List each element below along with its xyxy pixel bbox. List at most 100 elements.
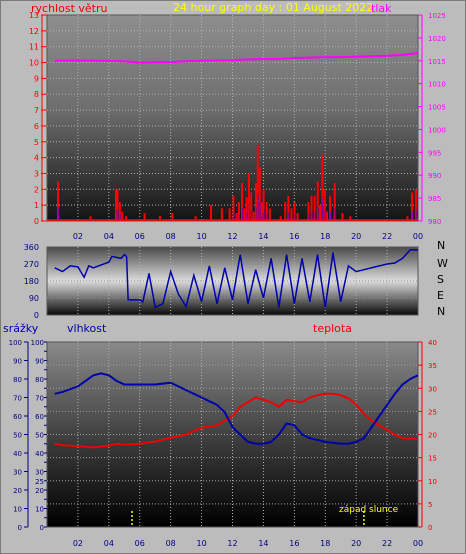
wind-y-tick-4: 4	[34, 154, 39, 163]
x-tick-label-18: 18	[320, 539, 330, 548]
wind-speed-bar	[321, 154, 324, 221]
rain-y-tick-100: 100	[9, 339, 22, 347]
humidity-label: vlhkost	[67, 322, 107, 335]
wind-speed-bar	[341, 213, 344, 221]
direction-y-tick-360: 360	[24, 243, 39, 252]
wind-speed-bar	[293, 201, 296, 221]
temperature-y-tick-0: 0	[428, 524, 432, 532]
humidity-y-tick-60: 60	[35, 413, 44, 421]
wind-gust-bar	[329, 212, 331, 221]
wind-speed-bar	[240, 182, 243, 221]
wind-gust-bar	[257, 194, 259, 221]
compass-east: E	[437, 289, 444, 302]
wind-y-tick-9: 9	[34, 74, 39, 83]
x-tick-label-04: 04	[104, 539, 114, 548]
x-tick-label-08: 08	[166, 232, 176, 241]
humidity-y-tick-10: 10	[35, 506, 44, 514]
wind-speed-bar	[143, 213, 146, 221]
wind-speed-bar	[210, 205, 213, 221]
wind-speed-bar	[268, 208, 271, 221]
wind-y-tick-1: 1	[34, 201, 39, 210]
wind-speed-bar	[232, 195, 235, 221]
direction-y-tick-270: 270	[24, 260, 39, 269]
direction-y-tick-0: 0	[34, 311, 39, 320]
wind-gust-bar	[119, 214, 121, 221]
wind-y-tick-13: 13	[29, 11, 39, 20]
x-tick-label-20: 20	[351, 232, 361, 241]
wind-y-tick-8: 8	[34, 90, 39, 99]
pressure-y-tick-1025: 1025	[428, 12, 446, 20]
wind-gust-bar	[311, 212, 313, 221]
x-tick-label-06: 06	[135, 232, 145, 241]
graph-title: 24 hour graph day : 01 August 2022	[173, 1, 374, 14]
x-tick-label-12: 12	[227, 539, 237, 548]
wind-gust-bar	[117, 209, 119, 221]
wind-y-tick-12: 12	[29, 27, 39, 36]
x-tick-label-18: 18	[320, 232, 330, 241]
wind-speed-bar	[159, 216, 162, 221]
wind-speed-bar	[296, 213, 299, 221]
wind-speed-bar	[57, 181, 60, 221]
wind-speed-bar	[265, 201, 268, 221]
temperature-y-tick-25: 25	[428, 408, 437, 416]
wind-speed-bar	[245, 197, 248, 221]
wind-speed-bar	[284, 201, 287, 221]
compass-north-bottom: N	[437, 305, 446, 318]
wind-speed-bar	[307, 201, 310, 221]
wind-speed-bar	[171, 213, 174, 221]
wind-speed-bar	[323, 189, 326, 221]
rain-y-tick-40: 40	[13, 450, 22, 458]
wind-y-tick-10: 10	[29, 59, 39, 68]
humidity-y-tick-100: 100	[31, 339, 44, 347]
compass-west: W	[437, 257, 448, 270]
wind-speed-bar	[414, 189, 417, 221]
pressure-line	[54, 52, 419, 64]
wind-speed-bar	[313, 195, 316, 221]
temperature-y-tick-5: 5	[428, 501, 432, 509]
x-tick-label-12: 12	[227, 232, 237, 241]
wind-speed-bar	[258, 167, 261, 221]
wind-gust-bar	[285, 214, 287, 221]
wind-gust-bar	[288, 212, 290, 221]
wind-speed-bar	[310, 195, 313, 221]
pressure-y-tick-1010: 1010	[428, 81, 446, 89]
wind-speed-bar	[325, 211, 328, 221]
compass-south: S	[437, 273, 444, 286]
x-tick-label-00: 00	[413, 232, 423, 241]
pressure-y-tick-1020: 1020	[428, 35, 446, 43]
direction-y-tick-180: 180	[24, 277, 39, 286]
temperature-y-tick-15: 15	[428, 455, 437, 463]
wind-speed-bar	[279, 216, 282, 221]
pressure-y-tick-1000: 1000	[428, 126, 446, 134]
rain-y-tick-0: 0	[18, 524, 22, 532]
temperature-y-tick-20: 20	[428, 432, 437, 440]
wind-speed-bar	[406, 216, 409, 221]
wind-speed-label: rychlost větru	[31, 2, 108, 15]
wind-speed-bar	[290, 208, 293, 221]
rain-label: srážky	[3, 322, 39, 335]
wind-gust-bar	[411, 211, 413, 221]
temperature-y-tick-40: 40	[428, 339, 437, 347]
x-tick-label-06: 06	[135, 539, 145, 548]
wind-speed-bar	[235, 213, 238, 221]
wind-gust-bar	[261, 214, 263, 221]
wind-speed-bar	[316, 181, 319, 221]
wind-gust-bar	[324, 209, 326, 221]
wind-speed-bar	[252, 211, 255, 221]
rain-y-tick-60: 60	[13, 413, 22, 421]
wind-gust-bar	[317, 207, 319, 221]
wind-speed-bar	[349, 216, 352, 221]
pressure-y-tick-1015: 1015	[428, 58, 446, 66]
wind-y-tick-2: 2	[34, 185, 39, 194]
wind-speed-bar	[125, 216, 128, 221]
pressure-y-tick-1005: 1005	[428, 104, 446, 112]
sunset-label: západ slunce	[339, 505, 399, 515]
wind-speed-bar	[329, 195, 332, 221]
wind-speed-bar	[250, 192, 253, 221]
x-tick-label-14: 14	[258, 232, 268, 241]
wind-y-tick-11: 11	[29, 43, 39, 52]
wind-direction-line	[54, 249, 418, 309]
wind-gust-bar	[259, 202, 261, 221]
humidity-y-tick-20: 20	[35, 487, 44, 495]
